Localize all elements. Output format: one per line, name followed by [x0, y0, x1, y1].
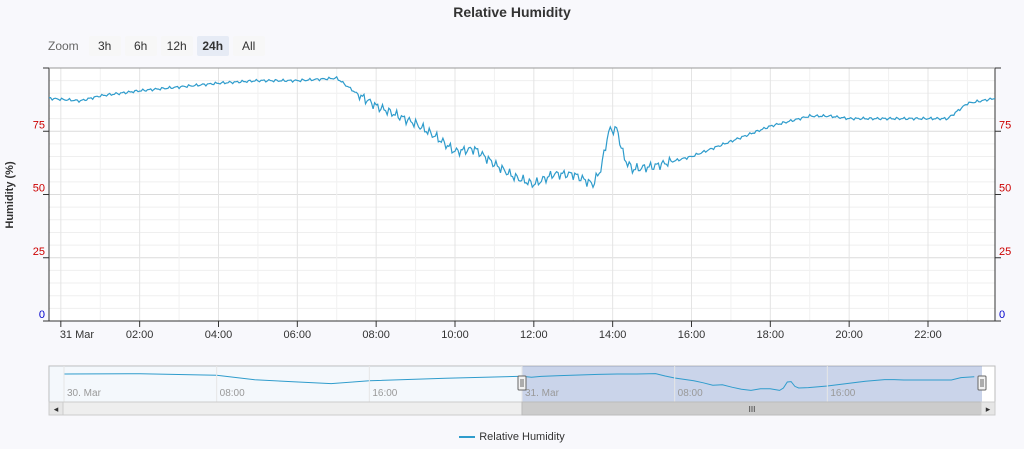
zoom-24h-button[interactable]: 24h	[196, 36, 229, 56]
y-tick-label-right: 75	[999, 119, 1011, 131]
y-tick-label-left: 0	[39, 309, 45, 321]
series-layer	[48, 75, 996, 189]
navigator-tick-label: 08:00	[678, 388, 703, 399]
navigator-unselected-area	[49, 366, 522, 402]
x-tick-label: 18:00	[757, 329, 785, 341]
handle-body	[517, 375, 527, 391]
scroll-right-arrow-icon: ▸	[986, 405, 991, 415]
y-tick-label-left: 25	[33, 246, 45, 258]
navigator-left-handle[interactable]	[517, 375, 527, 391]
zoom-all-button[interactable]: All	[232, 36, 265, 56]
navigator[interactable]: 30. Mar 08:00 16:00 31. Mar 08:00 16:00 III ◂ ▸	[48, 365, 996, 416]
x-tick-label: 22:00	[914, 329, 942, 341]
zoom-selector: Zoom 3h 6h 12h 24h All	[48, 36, 265, 56]
y-tick-label-right: 0	[999, 309, 1005, 321]
x-tick-label: 10:00	[441, 329, 469, 341]
x-tick-label: 20:00	[835, 329, 863, 341]
navigator-tick-label: 16:00	[830, 388, 855, 399]
y-tick-label-left: 50	[33, 183, 45, 195]
scrollbar-grip: III	[749, 405, 756, 414]
x-tick-label: 02:00	[126, 329, 154, 341]
navigator-tick-label: 16:00	[372, 388, 397, 399]
x-tick-label: 08:00	[362, 329, 390, 341]
navigator-tick-label: 30. Mar	[67, 388, 102, 399]
x-tick-label: 06:00	[284, 329, 312, 341]
chart-title: Relative Humidity	[453, 4, 571, 20]
navigator-right-handle[interactable]	[977, 375, 987, 391]
navigator-series-line	[63, 373, 975, 391]
x-tick-label: 16:00	[678, 329, 706, 341]
scroll-right-button[interactable]	[980, 401, 996, 416]
grid-lines	[49, 67, 995, 322]
scroll-left-arrow-icon: ◂	[54, 405, 59, 415]
x-tick-label: 04:00	[205, 329, 233, 341]
x-tick-label: 31 Mar	[60, 329, 95, 341]
zoom-label: Zoom	[48, 39, 79, 53]
zoom-12h-button[interactable]: 12h	[160, 36, 193, 56]
zoom-3h-button[interactable]: 3h	[88, 36, 121, 56]
x-tick-label: 12:00	[520, 329, 548, 341]
y-tick-label-right: 50	[999, 183, 1011, 195]
legend-swatch	[459, 436, 476, 438]
y-tick-label-left: 75	[33, 119, 45, 131]
navigator-tick-label: 31. Mar	[525, 388, 560, 399]
y-axis-label: Humidity (%)	[4, 161, 16, 229]
y-tick-label-right: 25	[999, 246, 1011, 258]
x-tick-label: 14:00	[599, 329, 627, 341]
navigator-tick-label: 08:00	[220, 388, 245, 399]
handle-body	[977, 375, 987, 391]
humidity-series-line	[48, 75, 996, 189]
navigator-selected-range	[522, 366, 982, 402]
zoom-6h-button[interactable]: 6h	[124, 36, 157, 56]
legend[interactable]: Relative Humidity	[0, 431, 1024, 443]
axes: 0 0 25 25 50 50 75 75 31 Mar 02:00 04:00 06:00 08:00…	[33, 67, 1011, 341]
legend-label: Relative Humidity	[479, 431, 565, 443]
scroll-left-button[interactable]	[48, 401, 64, 416]
